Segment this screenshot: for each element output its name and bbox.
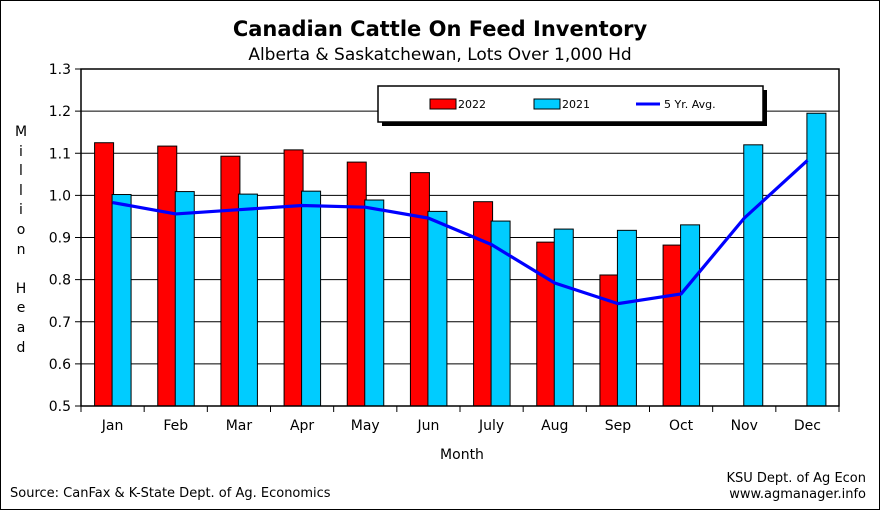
bar-2022 — [94, 142, 115, 407]
line-series-avg — [112, 159, 809, 306]
y-axis-label-char: H — [15, 280, 27, 297]
bar-2021 — [806, 112, 827, 407]
y-tick-label: 0.9 — [49, 231, 71, 247]
x-tick-label: Oct — [669, 418, 694, 434]
bar-2022 — [157, 145, 178, 407]
axes: 0.5 0.6 0.7 0.8 0.9 1.0 1.1 1.2 1.3 Jan Feb Mar Apr M… — [49, 62, 840, 434]
bar-2021 — [301, 190, 322, 407]
bar-2021 — [174, 191, 195, 407]
x-tick-label: July — [478, 418, 504, 434]
legend-swatch-2022 — [429, 98, 457, 110]
y-tick-label: 1.3 — [49, 62, 71, 78]
bar-2021 — [237, 193, 258, 407]
x-axis-label: Month — [440, 447, 484, 463]
y-axis-label-char: l — [19, 163, 23, 180]
x-tick-label: May — [351, 418, 380, 434]
y-axis-label-char: M — [14, 124, 28, 140]
legend-label: 2021 — [562, 98, 590, 111]
y-axis-label-char: d — [16, 339, 26, 356]
source-note: Source: CanFax & K-State Dept. of Ag. Ec… — [10, 486, 331, 501]
bar-2022 — [283, 149, 304, 407]
bars — [94, 112, 827, 407]
bar-2021 — [680, 224, 701, 407]
bar-2022 — [536, 241, 557, 407]
bar-2022 — [409, 172, 430, 407]
y-tick-label: 0.5 — [49, 399, 71, 415]
y-tick-label: 1.0 — [49, 188, 71, 204]
bar-2021 — [111, 194, 132, 407]
x-tick-label: Mar — [226, 418, 253, 434]
x-tick-label: Dec — [794, 418, 821, 434]
chart-subtitle: Alberta & Saskatchewan, Lots Over 1,000 … — [248, 45, 632, 65]
y-axis-label-char: i — [19, 143, 23, 160]
bar-2022 — [473, 201, 494, 407]
y-axis-label-char: e — [16, 300, 26, 317]
y-axis-label-char: o — [16, 221, 26, 238]
y-axis-label-char: i — [19, 202, 23, 219]
x-tick-label: Apr — [290, 418, 314, 434]
legend-swatch-2021 — [533, 98, 561, 110]
y-tick-label: 0.7 — [49, 315, 71, 331]
bar-2022 — [662, 244, 683, 407]
chart-title: Canadian Cattle On Feed Inventory — [232, 17, 648, 41]
legend-label: 2022 — [458, 98, 486, 111]
bar-2022 — [346, 161, 367, 407]
x-tick-label: Sep — [605, 418, 632, 434]
y-tick-label: 1.1 — [49, 146, 71, 162]
bar-2022 — [599, 274, 620, 407]
bar-2021 — [364, 199, 385, 407]
y-tick-label: 0.6 — [49, 357, 71, 373]
avg-line-layer — [112, 159, 809, 306]
legend: 2022 2021 5 Yr. Avg. — [377, 85, 767, 126]
bar-2021 — [553, 228, 574, 407]
bar-2021 — [427, 210, 448, 407]
x-tick-label: Nov — [731, 418, 758, 434]
y-axis-label-char: a — [16, 319, 26, 336]
x-tick-label: Jan — [101, 418, 124, 434]
x-tick-label: Aug — [541, 418, 568, 434]
credit-line-1: KSU Dept. of Ag Econ — [726, 471, 866, 486]
y-tick-label: 1.2 — [49, 104, 71, 120]
credit-line-2: www.agmanager.info — [729, 487, 866, 502]
y-axis-label-char: l — [19, 182, 23, 199]
credit-note: KSU Dept. of Ag Econ www.agmanager.info — [726, 471, 866, 503]
bar-2021 — [743, 144, 764, 407]
x-tick-label: Jun — [416, 418, 439, 434]
x-tick-label: Feb — [163, 418, 188, 434]
bar-2022 — [220, 155, 241, 407]
bar-2021 — [616, 229, 637, 407]
y-tick-label: 0.8 — [49, 273, 71, 289]
y-axis-label-char: n — [16, 241, 26, 258]
legend-label: 5 Yr. Avg. — [664, 98, 716, 111]
